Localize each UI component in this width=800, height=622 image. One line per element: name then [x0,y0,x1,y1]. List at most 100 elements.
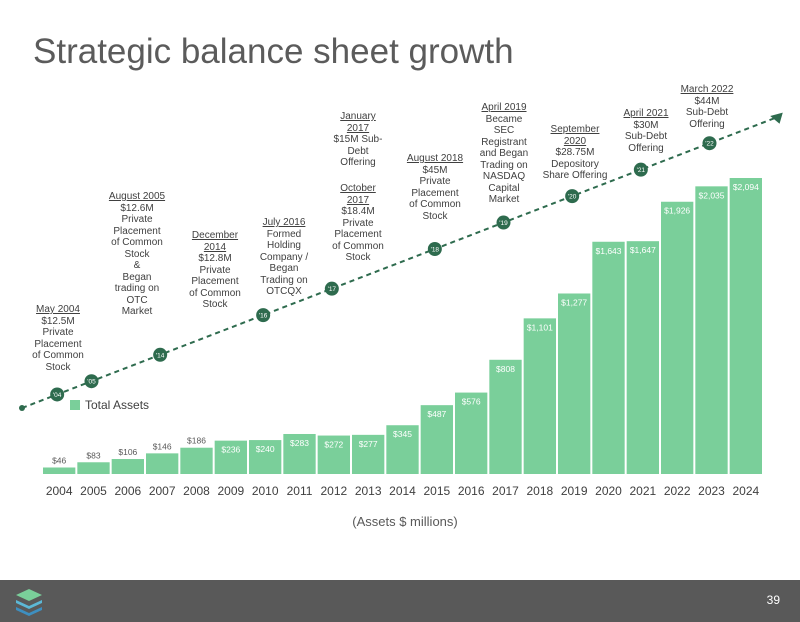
milestone-text: OTC [126,294,148,306]
bar-value-label: $106 [118,447,137,457]
trend-marker-label: '04 [53,392,62,399]
milestone-date: May 2004 [36,304,80,315]
milestone-text: Stock [202,299,228,310]
milestone-text: Registrant [481,136,527,148]
milestone-text: Stock [422,210,448,222]
x-tick-label: 2008 [183,484,210,498]
x-tick-label: 2014 [389,484,416,498]
trend-marker [427,242,442,257]
bar-2009 [214,440,247,474]
trend-marker-label: '21 [637,167,646,174]
bar-2014 [386,425,419,474]
bar-value-label: $186 [187,436,206,446]
milestone-annotation: April 2021 $30M Sub-Debt Offering [614,108,678,154]
trend-marker-label: '17 [328,286,337,293]
milestone-text: Began [122,271,152,283]
bar-2015 [420,405,453,474]
milestone-text: Depository [551,158,599,170]
trend-marker [50,387,65,402]
milestone-text: Private [199,264,231,276]
milestone-text: Began [269,263,299,274]
bar-value-label: $277 [359,439,378,449]
milestone-text: of Common [32,350,84,361]
bar-value-label: $808 [496,364,515,374]
bar-2023 [695,186,728,474]
trend-marker [633,162,648,177]
milestone-annotation: August 2018 $45M Private Placement of Common… [405,153,465,222]
bar-value-label: $1,277 [561,297,587,307]
milestone-text: Trading on [260,274,308,286]
milestone-date: April 2019 [481,102,527,113]
milestone-annotation: September 2020 $28.75M Depository Share Off… [541,124,609,182]
x-tick-label: 2004 [46,484,73,498]
bar-value-label: $46 [52,455,66,465]
trend-marker-label: '14 [156,352,165,359]
axis-unit-label: (Assets $ millions) [352,514,458,529]
milestone-text: Trading on [480,159,528,171]
milestone-text: of Common [189,287,241,299]
trend-marker-label: '19 [499,220,508,227]
bar-2019 [558,293,591,474]
x-tick-label: 2019 [561,484,588,498]
company-logo-icon [16,589,42,616]
page-title: Strategic balance sheet growth [33,32,514,71]
milestone-text: & [133,260,141,271]
milestone-date: August 2005 [108,191,166,202]
milestone-text: Placement [34,338,82,350]
milestone-text: Private [419,176,451,187]
bar-2017 [489,359,522,474]
trend-arrowhead [770,112,783,124]
milestone-text: Sub-Debt [624,131,668,142]
milestone-text: Debt [347,145,369,157]
trend-marker [702,136,717,151]
milestone-text: Placement [113,225,161,237]
milestone-annotation: May 2004 $12.5M Private Placement of Common S… [28,304,88,373]
bar-2012 [317,435,350,474]
x-tick-label: 2010 [252,484,279,498]
milestone-text: trading on [114,283,160,294]
milestone-date: April 2021 [623,108,669,119]
bar-2013 [352,434,385,474]
bar-value-label: $1,647 [630,245,656,255]
milestone-text: Formed [266,228,302,240]
bar-value-label: $146 [153,441,172,451]
milestone-text: and Began [479,148,529,159]
milestone-text: Placement [191,276,239,287]
asset-growth-chart: $46 2004 $83 2005 $106 2006 $146 2007 $186 2008 $2… [19,112,783,498]
milestone-text: Market [488,194,520,205]
milestone-text: $28.75M [555,147,595,158]
bar-2011 [283,433,316,474]
bar-2004 [43,467,76,474]
milestone-text: Offering [340,157,376,168]
milestone-text: $18.4M [341,206,375,217]
x-tick-label: 2013 [355,484,382,498]
milestone-date: July 2016 [262,217,306,228]
trend-marker [84,374,99,389]
milestone-text: Company / [259,251,309,263]
trend-marker [496,215,511,230]
bar-value-label: $272 [324,440,343,450]
footer-bar: 39 [0,580,800,622]
trend-marker-label: '18 [431,247,440,254]
milestone-text: Offering [628,142,664,154]
milestone-text: $30M [633,119,659,131]
x-tick-label: 2023 [698,484,725,498]
milestone-text: $45M [422,164,448,176]
bar-value-label: $1,101 [527,322,553,332]
trend-marker-label: '16 [259,313,268,320]
milestone-text: Private [121,214,153,225]
milestone-text: Market [121,306,153,317]
milestone-text: Placement [411,187,459,199]
trend-marker-label: '22 [705,141,714,148]
x-tick-label: 2007 [149,484,176,498]
milestone-text: Share Offering [542,170,608,181]
x-tick-label: 2015 [423,484,450,498]
x-tick-label: 2009 [217,484,244,498]
milestone-text: $12.8M [198,253,232,264]
bar-2010 [249,440,282,474]
bar-2024 [729,178,762,474]
x-tick-label: 2021 [629,484,656,498]
milestone-text: of Common [409,199,461,210]
x-tick-label: 2024 [732,484,759,498]
bar-value-label: $283 [290,438,309,448]
